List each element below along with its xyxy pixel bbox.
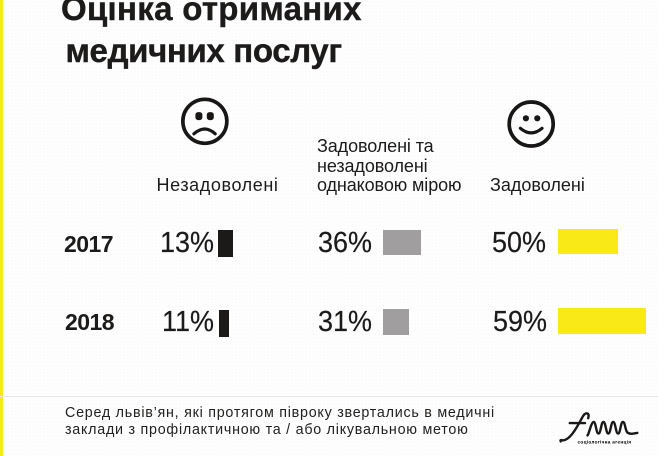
svg-text:соціологічна агенція: соціологічна агенція (577, 439, 631, 444)
